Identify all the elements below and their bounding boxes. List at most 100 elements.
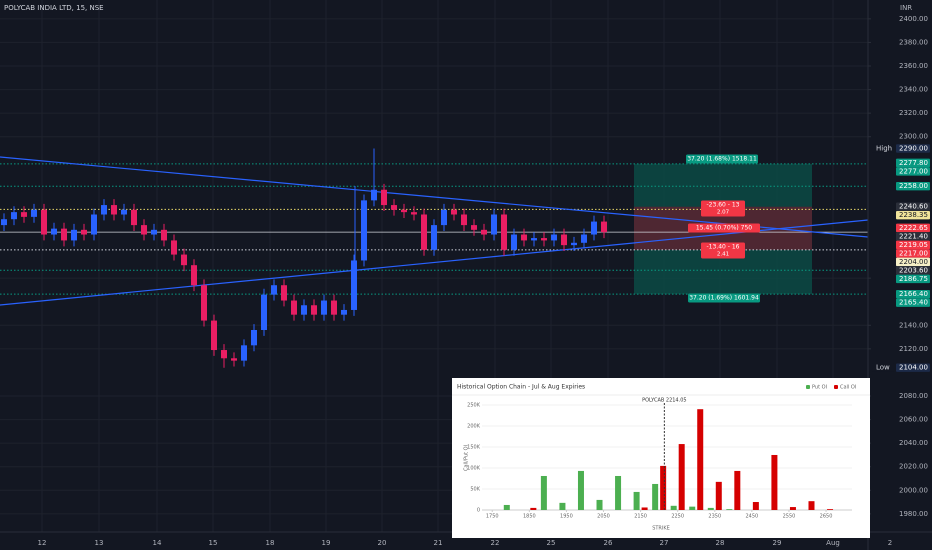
annotation-bg (701, 242, 745, 259)
candle-body (121, 209, 127, 215)
bar (827, 509, 834, 510)
x-axis-label: STRIKE (652, 526, 670, 532)
inset-title: Historical Option Chain - Jul & Aug Expi… (457, 384, 585, 391)
x-tick-label: 15 (209, 539, 218, 547)
y-tick-label: 1980.00 (899, 510, 928, 518)
bar (697, 409, 704, 510)
candle-body (381, 189, 387, 206)
price-label-bg (896, 202, 930, 211)
price-tag: High (876, 145, 892, 153)
x-tick-label: 2 (888, 539, 892, 547)
candle-body (11, 212, 17, 220)
candle-body (491, 214, 497, 235)
candle-body (301, 305, 307, 315)
bar (540, 475, 547, 510)
price-label: 2238.35 (899, 211, 928, 219)
price-label-bg (896, 249, 930, 258)
option-chain-chart: Historical Option Chain - Jul & Aug Expi… (452, 378, 870, 538)
y-tick-label: 0 (477, 508, 480, 514)
x-tick-label: 19 (322, 539, 331, 547)
bar (752, 502, 759, 510)
price-label-bg (896, 144, 930, 153)
price-label-bg (896, 182, 930, 191)
candle-body (481, 229, 487, 235)
y-tick-label: 200K (467, 424, 481, 430)
candle-body (171, 240, 177, 255)
price-label-bg (896, 257, 930, 267)
y-tick-label: 2140.00 (899, 321, 928, 329)
x-tick-label: 21 (434, 539, 443, 547)
y-tick-label: 2320.00 (899, 109, 928, 117)
x-tick-label: 2550 (783, 514, 796, 520)
annotation-text: 2.41 (717, 252, 729, 258)
x-tick-label: 14 (153, 539, 162, 547)
y-tick-label: 2360.00 (899, 62, 928, 70)
candle-body (211, 320, 217, 351)
x-tick-label: 2250 (671, 514, 684, 520)
price-label: 2258.00 (899, 182, 928, 190)
price-label: 2290.00 (899, 145, 928, 153)
y-tick-label: 100K (467, 466, 481, 472)
candle-body (41, 209, 47, 235)
annotation-bg (688, 293, 760, 303)
candle-body (501, 214, 507, 250)
candle-body (371, 189, 377, 201)
y-tick-label: 2340.00 (899, 86, 928, 94)
candle-body (551, 234, 557, 241)
price-label: 2277.80 (899, 159, 928, 167)
x-tick-label: 29 (773, 539, 782, 547)
candle-body (451, 209, 457, 215)
x-tick-label: Aug (826, 539, 840, 547)
annotations: 37.20 (1.68%) 1518.11 -23.60 - 132.07 15.4… (686, 154, 760, 303)
price-label: 2217.00 (899, 249, 928, 257)
annotation-text: -13.40 - 16 (707, 244, 740, 251)
price-label: 2221.40 (899, 232, 928, 240)
bar (641, 507, 648, 510)
candle-body (21, 212, 27, 217)
price-label: 2203.60 (899, 266, 928, 274)
candle-body (241, 345, 247, 361)
price-tag-bg (872, 144, 894, 153)
bar (596, 499, 603, 510)
x-tick-label: 1750 (486, 514, 499, 520)
candle-body (271, 285, 277, 295)
y-tick-label: 2300.00 (899, 133, 928, 141)
candle-body (61, 228, 67, 241)
x-tick-label: 2450 (745, 514, 758, 520)
candle-body (561, 234, 567, 246)
annotation-text: 37.20 (1.69%) 1601.94 (689, 295, 759, 302)
price-label-bg (896, 232, 930, 241)
y-tick-label: 2080.00 (899, 392, 928, 400)
price-label: 2240.60 (899, 203, 928, 211)
bar (715, 481, 722, 510)
bar (726, 509, 733, 510)
bar (707, 507, 714, 510)
candle-body (31, 209, 37, 217)
bar (652, 483, 659, 510)
x-tick-label: 2050 (597, 514, 610, 520)
legend-label: Put OI (812, 385, 827, 391)
y-tick-label: 250K (467, 403, 481, 409)
price-label: 2186.75 (899, 275, 928, 283)
price-label-bg (896, 240, 930, 250)
price-label: 2166.40 (899, 290, 928, 298)
candle-body (591, 221, 597, 235)
candle-body (391, 205, 397, 210)
y-tick-label: 2060.00 (899, 416, 928, 424)
x-tick-label: 26 (604, 539, 613, 547)
candle-body (411, 212, 417, 215)
candle-body (291, 300, 297, 315)
x-tick-label: 2350 (708, 514, 721, 520)
price-label: 2219.05 (899, 241, 928, 249)
candle-body (251, 330, 257, 346)
candle-body (531, 238, 537, 241)
candle-body (511, 234, 517, 250)
x-tick-label: 13 (95, 539, 104, 547)
price-label: 2222.65 (899, 224, 928, 232)
bar (577, 470, 584, 510)
x-tick-label: 2150 (634, 514, 647, 520)
candle-body (331, 300, 337, 315)
candle-body (421, 214, 427, 250)
price-label-bg (896, 211, 930, 220)
price-label-bg (896, 266, 930, 275)
